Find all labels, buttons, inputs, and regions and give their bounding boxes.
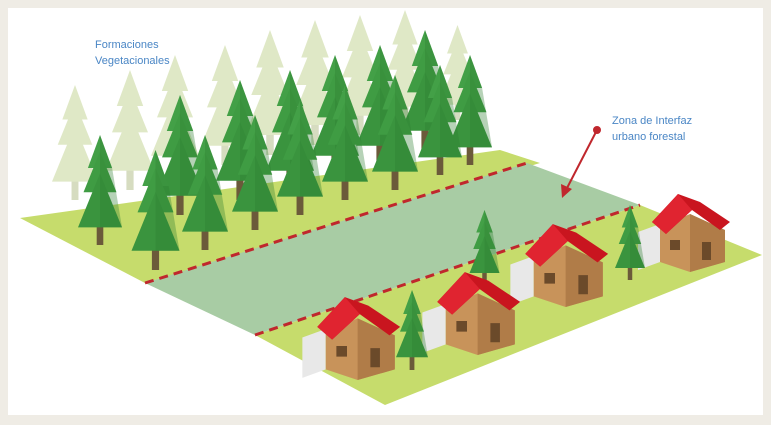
arrow-head [561, 184, 572, 198]
forest-label: Vegetacionales [95, 55, 170, 67]
interface-zone [145, 163, 640, 335]
interface-label: urbano forestal [612, 131, 685, 143]
forest-label: Formaciones [95, 39, 159, 51]
pointer-dot [593, 126, 601, 134]
pointer-arrow [565, 129, 598, 191]
boundary-line [254, 203, 641, 337]
boundary-line [144, 161, 528, 285]
interface-label: Zona de Interfaz [612, 115, 692, 127]
